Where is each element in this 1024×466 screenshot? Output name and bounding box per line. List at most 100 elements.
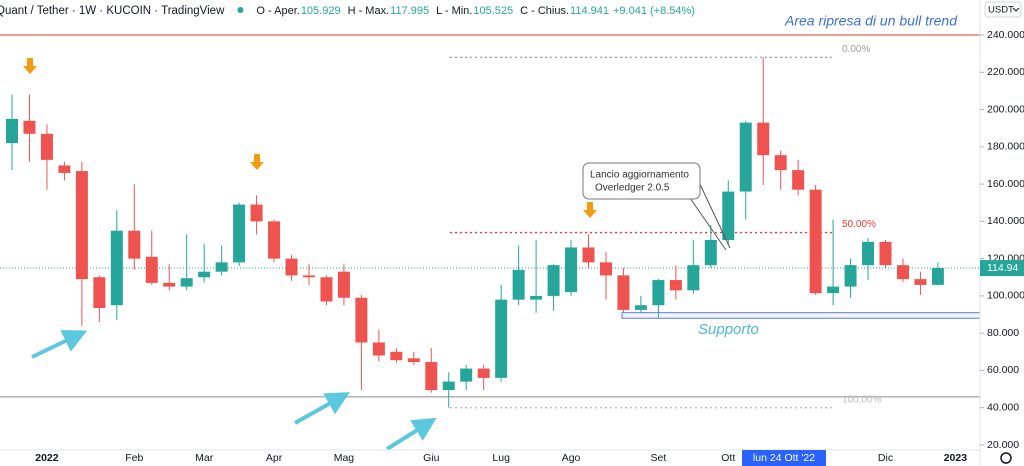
- callout-pointer: [689, 197, 727, 251]
- candle-body: [110, 230, 123, 306]
- candle-body: [774, 155, 787, 171]
- candle-body: [58, 165, 71, 173]
- x-tick-label: Lug: [492, 452, 510, 464]
- candle-body: [530, 295, 543, 300]
- candle-body: [704, 240, 717, 266]
- candle-body: [722, 191, 735, 240]
- y-tick-label: 100.000: [987, 290, 1024, 302]
- candle-body: [827, 286, 840, 294]
- y-tick-label: 80.000: [987, 327, 1019, 339]
- candle-body: [547, 265, 560, 296]
- candle-body: [565, 247, 578, 293]
- candle-body: [215, 262, 228, 272]
- candle-body: [145, 256, 158, 283]
- marker-arrow: [583, 202, 597, 218]
- candle-body: [198, 271, 211, 278]
- candle-body: [617, 275, 630, 310]
- candle-body: [914, 279, 927, 285]
- candle-body: [652, 280, 665, 306]
- candle-body: [460, 368, 473, 382]
- candle-body: [512, 269, 525, 300]
- candle-body: [792, 170, 805, 190]
- candle-body: [40, 133, 53, 160]
- x-tick-label: 2023: [944, 452, 968, 464]
- candle-body: [757, 122, 770, 156]
- x-tick-label: Mar: [195, 452, 214, 464]
- y-tick-label: 160.000: [987, 178, 1024, 190]
- candle-body: [233, 204, 246, 263]
- currency-button[interactable]: [984, 1, 1022, 18]
- candle-body: [687, 265, 700, 291]
- y-tick-label: 220.000: [987, 66, 1024, 78]
- candle-body: [844, 265, 857, 287]
- cyan-arrow: [31, 330, 88, 359]
- ohlc-value: 105.929: [301, 5, 341, 17]
- fib-label: 50.00%: [842, 219, 876, 230]
- candle-body: [320, 277, 333, 302]
- candle-body: [250, 204, 263, 222]
- candle-body: [931, 268, 944, 285]
- support-label: Supporto: [698, 321, 759, 338]
- candle-body: [268, 221, 281, 259]
- x-tick-label: Ago: [562, 452, 581, 464]
- candle-body: [896, 265, 909, 280]
- candle-body: [879, 241, 892, 266]
- candle-body: [477, 368, 490, 378]
- annotation: Area ripresa di un bull trend: [784, 13, 958, 29]
- last-price-tag: [980, 260, 1024, 277]
- ohlc-label: C - Chius.: [520, 5, 569, 17]
- y-tick-label: 180.000: [987, 141, 1024, 153]
- status-dot: [237, 7, 244, 13]
- candle-body: [337, 271, 350, 298]
- chart-title: Quant / Tether · 1W · KUCOIN · TradingVi…: [0, 5, 225, 17]
- x-tick-label: 2022: [35, 452, 59, 464]
- candle-body: [93, 277, 106, 309]
- last-price-label: 114.94: [987, 262, 1018, 274]
- candle-body: [809, 189, 822, 294]
- x-tick-label: Set: [651, 452, 667, 464]
- ohlc-label: O - Aper.: [256, 5, 299, 17]
- candle-body: [442, 381, 455, 390]
- cyan-arrow: [294, 392, 350, 425]
- crosshair-tag: [742, 450, 826, 466]
- candle-body: [739, 122, 752, 192]
- x-tick-label: Mag: [334, 452, 355, 464]
- candle-body: [669, 280, 682, 291]
- x-tick-label: Giu: [423, 452, 440, 464]
- candle-body: [582, 247, 595, 263]
- candle-body: [355, 297, 368, 343]
- candle-body: [180, 278, 193, 287]
- cyan-arrow: [385, 417, 437, 451]
- price-axis: [980, 0, 1024, 466]
- candle-body: [372, 342, 385, 356]
- candle-body: [425, 362, 438, 390]
- x-tick-label: Dic: [878, 452, 893, 464]
- y-tick-label: 240.000: [987, 29, 1024, 41]
- x-tick-label: Ott: [721, 452, 735, 464]
- ohlc-value: 117.995: [390, 5, 429, 17]
- candle-body: [634, 305, 647, 310]
- fib-label: 0.00%: [842, 44, 870, 55]
- y-tick-label: 200.000: [987, 103, 1024, 115]
- candle-body: [75, 171, 88, 280]
- crosshair-label: lun 24 Ott '22: [753, 452, 815, 464]
- callout-pointer: [697, 179, 731, 249]
- ohlc-label: L - Min.: [436, 5, 472, 17]
- callout-text: Overledger 2.0.5: [595, 183, 670, 194]
- fib-label: 100.00%: [842, 394, 882, 405]
- x-tick-label: Apr: [266, 452, 283, 464]
- candle-body: [390, 351, 403, 361]
- candle-body: [285, 258, 298, 276]
- marker-arrow: [250, 154, 264, 170]
- ohlc-label: H - Max.: [348, 5, 390, 17]
- ohlc-change: +9.041 (+8.54%): [613, 5, 695, 17]
- candle-body: [862, 241, 875, 266]
- currency-label[interactable]: USDT: [988, 5, 1014, 16]
- callout-box: [582, 162, 701, 200]
- support-zone: [621, 312, 981, 319]
- ohlc-value: 105.525: [473, 5, 513, 17]
- candle-body: [6, 118, 18, 144]
- settings-icon[interactable]: [1000, 452, 1012, 464]
- y-tick-label: 140.000: [987, 215, 1024, 227]
